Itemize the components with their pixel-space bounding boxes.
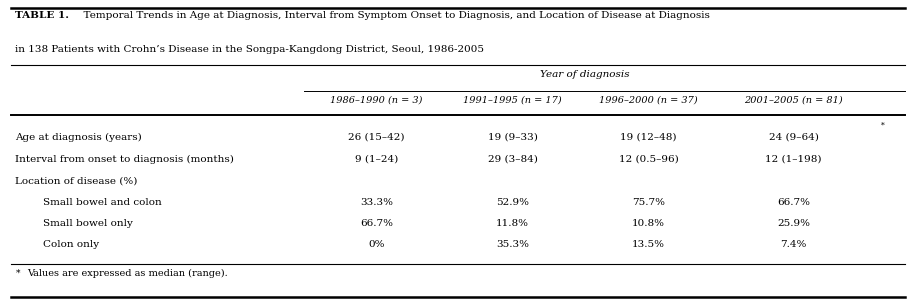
Text: Location of disease (%): Location of disease (%): [15, 177, 138, 186]
Text: 1986–1990 (n = 3): 1986–1990 (n = 3): [330, 95, 423, 104]
Text: 9 (1–24): 9 (1–24): [355, 155, 398, 164]
Text: TABLE 1.: TABLE 1.: [15, 11, 70, 20]
Text: Temporal Trends in Age at Diagnosis, Interval from Symptom Onset to Diagnosis, a: Temporal Trends in Age at Diagnosis, Int…: [77, 11, 710, 20]
Text: 12 (1–198): 12 (1–198): [766, 155, 822, 164]
Text: 10.8%: 10.8%: [632, 219, 665, 228]
Text: 2001–2005 (n = 81): 2001–2005 (n = 81): [745, 95, 843, 104]
Text: 13.5%: 13.5%: [632, 239, 665, 249]
Text: Year of diagnosis: Year of diagnosis: [541, 70, 629, 79]
Text: 12 (0.5–96): 12 (0.5–96): [619, 155, 678, 164]
Text: 29 (3–84): 29 (3–84): [488, 155, 537, 164]
Text: 26 (15–42): 26 (15–42): [348, 133, 405, 142]
Text: 24 (9–64): 24 (9–64): [769, 133, 818, 142]
Text: *: *: [15, 269, 20, 278]
Text: in 138 Patients with Crohn’s Disease in the Songpa-Kangdong District, Seoul, 198: in 138 Patients with Crohn’s Disease in …: [15, 45, 484, 54]
Text: Small bowel only: Small bowel only: [43, 219, 132, 228]
Text: 1991–1995 (n = 17): 1991–1995 (n = 17): [463, 95, 561, 104]
Text: Values are expressed as median (range).: Values are expressed as median (range).: [27, 269, 228, 278]
Text: Age at diagnosis (years): Age at diagnosis (years): [15, 133, 142, 142]
Text: 35.3%: 35.3%: [496, 239, 529, 249]
Text: 25.9%: 25.9%: [777, 219, 810, 228]
Text: Colon only: Colon only: [43, 239, 99, 249]
Text: 1996–2000 (n = 37): 1996–2000 (n = 37): [600, 95, 697, 104]
Text: 19 (9–33): 19 (9–33): [488, 133, 537, 142]
Text: 7.4%: 7.4%: [780, 239, 807, 249]
Text: 66.7%: 66.7%: [360, 219, 393, 228]
Text: 75.7%: 75.7%: [632, 198, 665, 207]
Text: 52.9%: 52.9%: [496, 198, 529, 207]
Text: Interval from onset to diagnosis (months): Interval from onset to diagnosis (months…: [15, 155, 234, 164]
Text: *: *: [881, 122, 884, 130]
Text: 0%: 0%: [368, 239, 385, 249]
Text: 19 (12–48): 19 (12–48): [620, 133, 677, 142]
Text: 33.3%: 33.3%: [360, 198, 393, 207]
Text: 11.8%: 11.8%: [496, 219, 529, 228]
Text: Small bowel and colon: Small bowel and colon: [43, 198, 161, 207]
Text: 66.7%: 66.7%: [777, 198, 810, 207]
